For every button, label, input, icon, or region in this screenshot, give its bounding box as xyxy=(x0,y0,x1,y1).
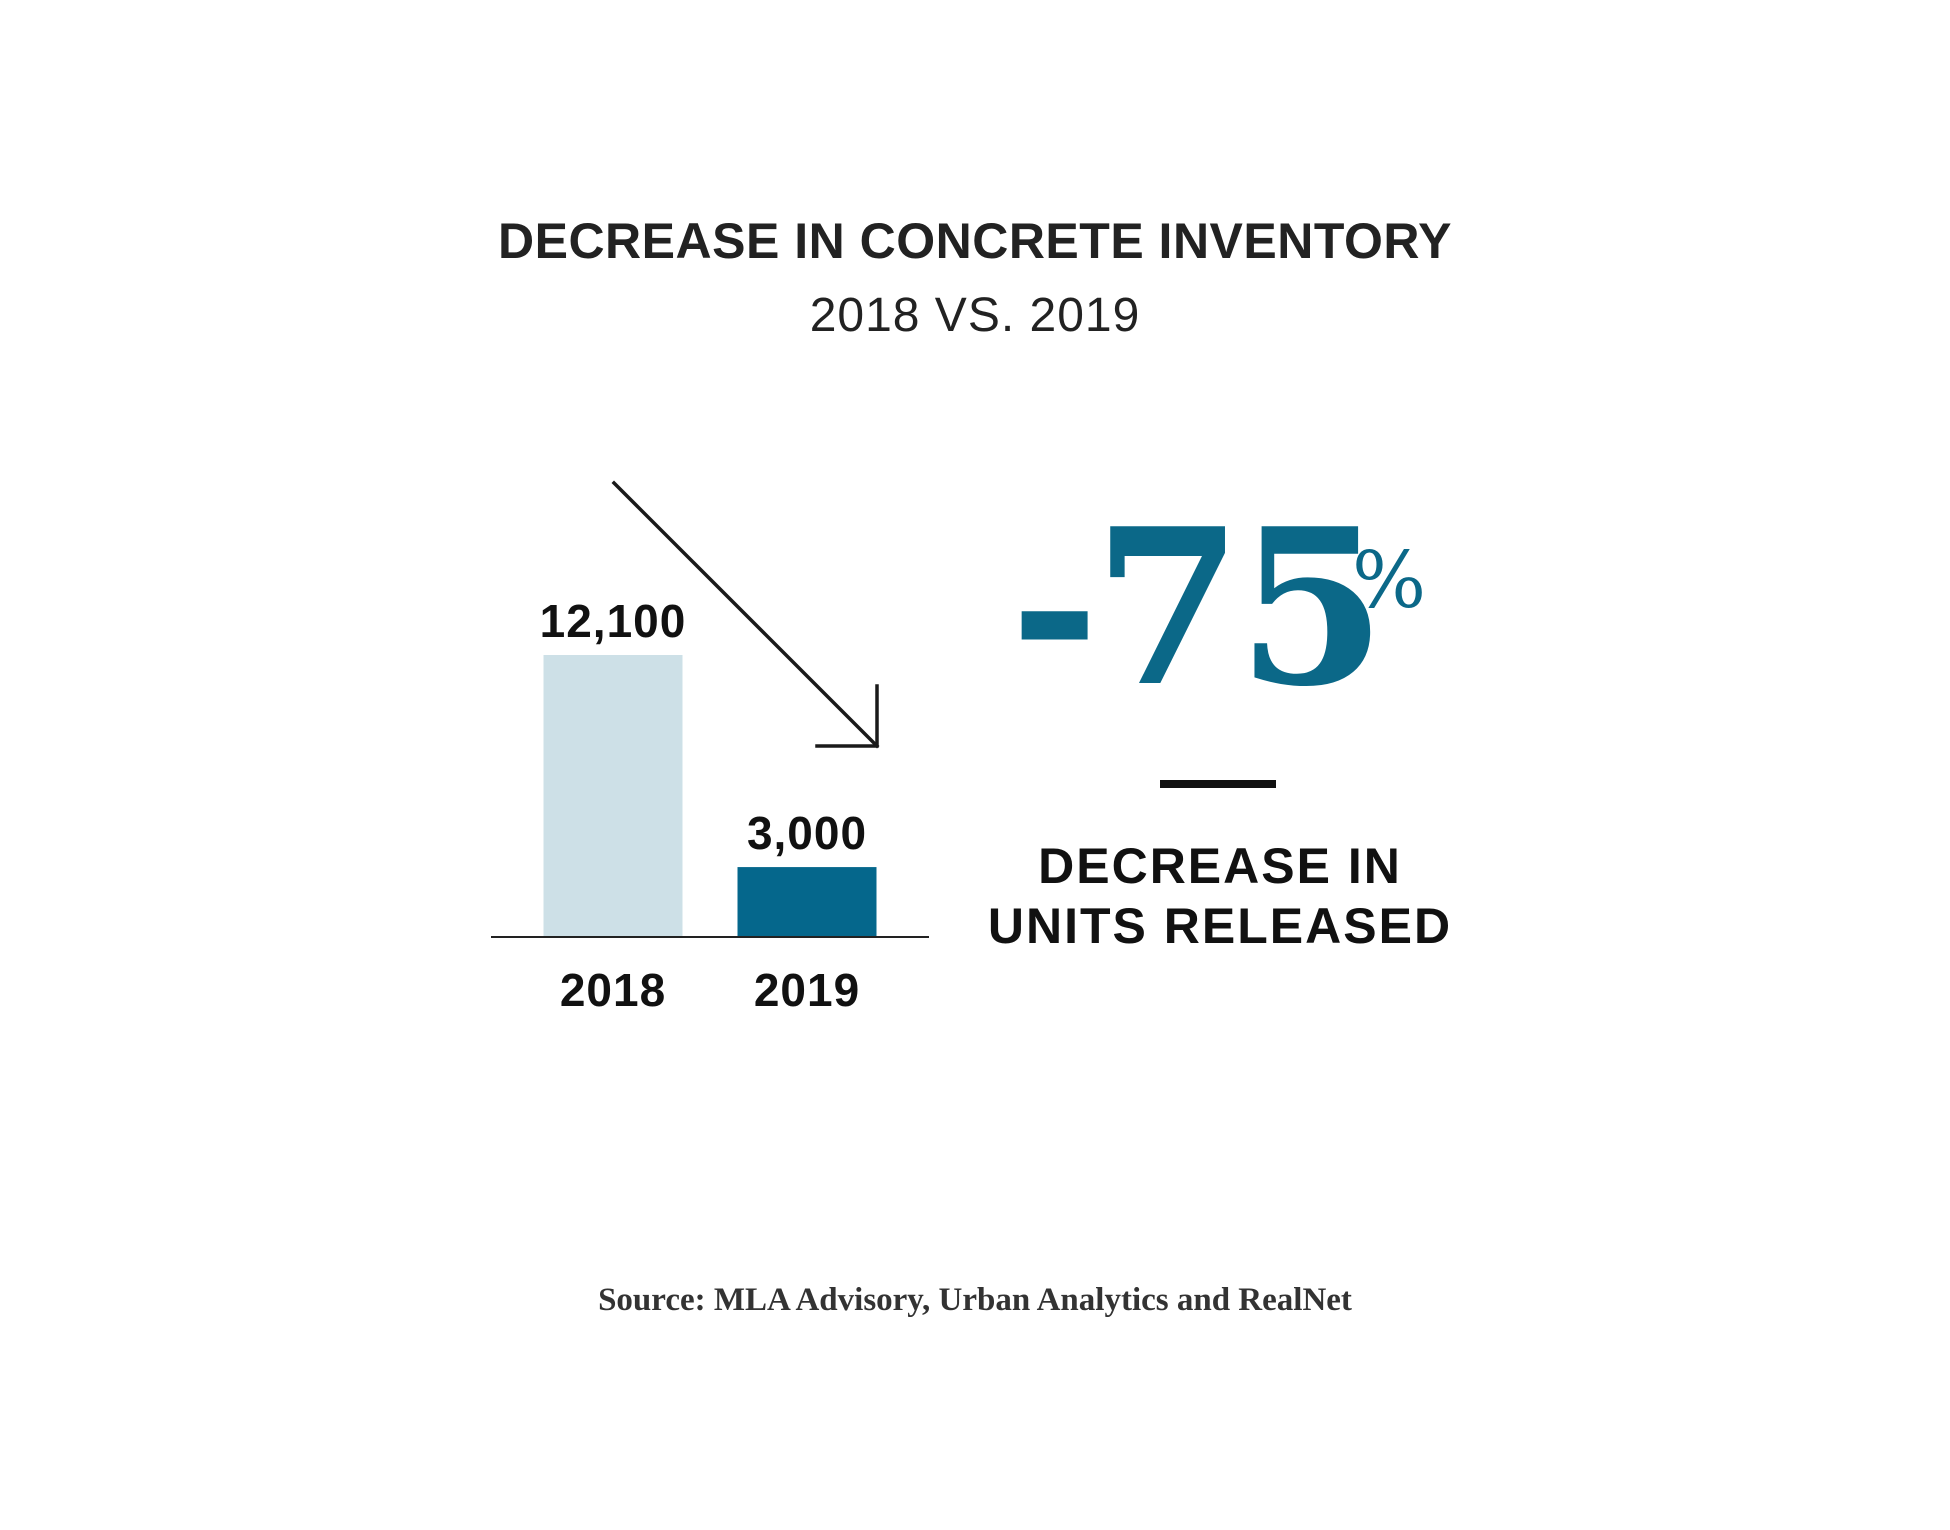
bar-2019 xyxy=(737,867,877,937)
chart-subtitle: 2018 VS. 2019 xyxy=(809,289,1141,342)
stat-caption: DECREASE IN UNITS RELEASED xyxy=(940,836,1500,956)
x-tick-label-2019: 2019 xyxy=(754,964,860,1016)
stat-divider xyxy=(1160,780,1276,788)
chart-title: DECREASE IN CONCRETE INVENTORY xyxy=(497,213,1452,269)
percent-change-stat: -75 % xyxy=(990,500,1450,760)
percent-change-value: -75 xyxy=(1010,481,1386,734)
value-label-2019: 3,000 xyxy=(747,807,867,859)
value-label-2018: 12,100 xyxy=(540,595,687,647)
percent-sign: % xyxy=(1352,536,1427,626)
trend-arrow-icon xyxy=(611,480,880,749)
x-tick-label-2018: 2018 xyxy=(560,964,666,1016)
bar-2018 xyxy=(543,655,683,937)
bars-layer: 12,100 2018 3,000 2019 xyxy=(540,595,877,1016)
stat-caption-line-2: UNITS RELEASED xyxy=(987,898,1453,954)
stat-caption-line-1: DECREASE IN xyxy=(1038,838,1402,894)
source-note: Source: MLA Advisory, Urban Analytics an… xyxy=(598,1282,1352,1318)
